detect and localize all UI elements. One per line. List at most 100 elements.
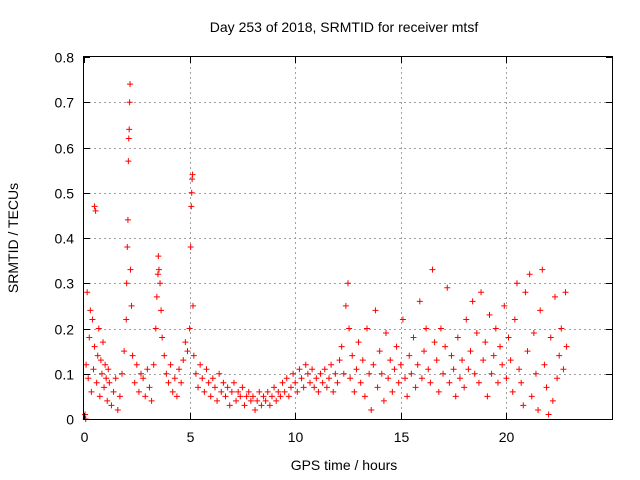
data-point [142,393,149,400]
data-point [306,379,313,386]
data-point [228,388,235,395]
data-point [144,366,151,373]
data-point [355,339,362,346]
data-point [317,370,324,377]
data-point [273,397,280,404]
data-point [328,361,335,368]
data-point [106,379,113,386]
data-point [150,361,157,368]
data-point [190,352,197,359]
data-point [104,397,111,404]
data-point [421,348,428,355]
data-point [124,216,131,223]
data-point [554,375,561,382]
data-point [357,379,364,386]
data-point [125,135,132,142]
data-point [473,330,480,337]
data-point [220,379,227,386]
data-point [207,393,214,400]
data-point [161,352,168,359]
data-point [96,393,103,400]
data-point [127,81,134,88]
data-point [197,361,204,368]
data-point [511,316,518,323]
data-point [189,302,196,309]
data-point [101,384,108,391]
data-point [275,388,282,395]
data-point [128,302,135,309]
data-point [467,348,474,355]
axis-ticks [84,57,612,420]
data-point [513,280,520,287]
data-point [551,293,558,300]
data-point [277,393,284,400]
data-point [189,171,196,178]
data-point [90,366,97,373]
data-point [332,370,339,377]
data-point [351,388,358,395]
data-point [444,284,451,291]
data-point [402,375,409,382]
data-point [124,244,131,251]
data-point [218,388,225,395]
data-point [456,375,463,382]
data-point [123,316,130,323]
data-point [342,302,349,309]
chart-title: Day 253 of 2018, SRMTID for receiver mts… [210,19,479,35]
data-point [230,379,237,386]
data-point [425,366,432,373]
data-point [459,357,466,364]
data-point [518,379,525,386]
data-point [121,348,128,355]
data-point [158,307,165,314]
data-point [549,397,556,404]
data-point [262,397,269,404]
data-point [397,361,404,368]
data-point [433,357,440,364]
data-point [237,393,244,400]
data-point [264,388,271,395]
data-point [216,370,223,377]
data-point [266,402,273,409]
data-point [404,393,411,400]
x-tick-label: 15 [394,429,410,445]
data-point [140,375,147,382]
data-point [159,334,166,341]
data-point [258,402,265,409]
data-point [103,375,110,382]
data-point [211,384,218,391]
data-point [378,370,385,377]
data-point [192,370,199,377]
data-point [268,393,275,400]
data-point [313,375,320,382]
data-point [558,325,565,332]
data-point [532,370,539,377]
data-point [300,384,307,391]
data-point [298,375,305,382]
data-point [89,316,96,323]
data-point [279,379,286,386]
data-point [97,357,104,364]
data-point [461,384,468,391]
data-point [214,397,221,404]
data-point [125,158,132,165]
data-point [155,253,162,260]
data-point [323,384,330,391]
data-point [385,375,392,382]
data-point [148,397,155,404]
data-point [304,370,311,377]
data-point [224,384,231,391]
data-point [450,366,457,373]
data-point [347,375,354,382]
data-point [437,325,444,332]
data-point [188,189,195,196]
data-point [302,361,309,368]
data-point [334,379,341,386]
data-point [516,366,523,373]
data-point [105,366,112,373]
data-point [431,339,438,346]
data-point [296,366,303,373]
data-point [173,393,180,400]
data-point [448,352,455,359]
data-point [169,388,176,395]
